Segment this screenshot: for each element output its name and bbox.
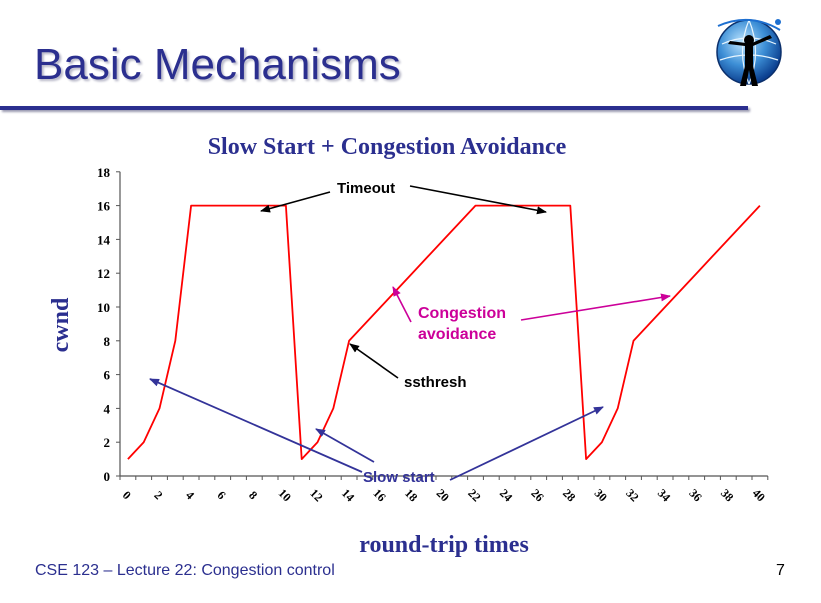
x-tick-label: 28	[560, 486, 578, 504]
cwnd-series-line	[127, 204, 761, 461]
series-layer	[127, 204, 761, 461]
y-tick-label: 6	[104, 368, 111, 383]
annotation-timeout: Timeout	[337, 180, 395, 197]
title-divider	[0, 106, 748, 110]
x-tick-label: 40	[750, 486, 768, 504]
y-tick-label: 8	[104, 334, 111, 349]
ssthresh-arrow	[349, 343, 399, 379]
x-axis: 0 2 4 6 8 10 12 14 16 18 20 22 24 26 28 30 32 34 36 38 40	[119, 475, 769, 504]
y-tick-label: 10	[97, 300, 110, 315]
slow-start-arrow-2	[315, 428, 375, 463]
timeout-arrow-left	[260, 191, 331, 213]
x-tick-label: 24	[497, 486, 515, 504]
x-tick-label: 2	[151, 488, 165, 502]
x-tick-label: 10	[276, 486, 294, 504]
y-axis: 0 2 4 6 8 10 12 14 16 18	[97, 165, 121, 484]
x-tick-label: 38	[718, 486, 736, 504]
x-tick-label: 34	[655, 486, 673, 504]
footer-course-label: CSE 123 – Lecture 22: Congestion control	[35, 562, 335, 579]
annotation-congestion: Congestion	[418, 305, 506, 322]
congestion-avoidance-arrow-left	[392, 286, 412, 323]
y-axis-label: cwnd	[48, 297, 74, 352]
slide-title: Basic Mechanisms	[34, 40, 401, 89]
y-tick-label: 14	[97, 232, 111, 247]
y-tick-label: 18	[97, 165, 111, 180]
x-tick-label: 6	[215, 488, 229, 502]
annotation-avoidance: avoidance	[418, 326, 496, 343]
annotation-ssthresh: ssthresh	[404, 374, 467, 391]
y-tick-label: 16	[97, 199, 111, 214]
annotation-arrows	[149, 185, 671, 481]
x-tick-label: 20	[434, 486, 452, 504]
x-tick-label: 18	[402, 486, 420, 504]
x-tick-label: 32	[623, 486, 641, 504]
page-number: 7	[776, 562, 785, 579]
x-tick-label: 0	[120, 488, 134, 502]
x-tick-label: 30	[592, 486, 610, 504]
x-tick-label: 14	[339, 486, 357, 504]
timeout-arrow-right	[409, 185, 547, 215]
chart-title: Slow Start + Congestion Avoidance	[208, 134, 567, 160]
y-tick-label: 4	[104, 401, 111, 416]
x-tick-label: 8	[246, 488, 260, 502]
x-tick-label: 4	[183, 488, 197, 502]
slow-start-arrow-3	[449, 406, 604, 481]
y-tick-label: 12	[97, 266, 110, 281]
annotation-slow-start: Slow start	[363, 469, 435, 486]
congestion-avoidance-arrow-right	[520, 293, 671, 321]
x-tick-label: 36	[686, 486, 704, 504]
slow-start-arrow-1	[149, 378, 363, 473]
x-tick-label: 12	[307, 486, 325, 504]
x-axis-label: round-trip times	[359, 532, 529, 558]
y-tick-label: 2	[104, 435, 111, 450]
globe-person-logo-icon	[716, 18, 782, 86]
y-tick-label: 0	[104, 469, 111, 484]
x-tick-label: 22	[465, 486, 483, 504]
x-tick-label: 16	[370, 486, 388, 504]
x-tick-label: 26	[528, 486, 546, 504]
